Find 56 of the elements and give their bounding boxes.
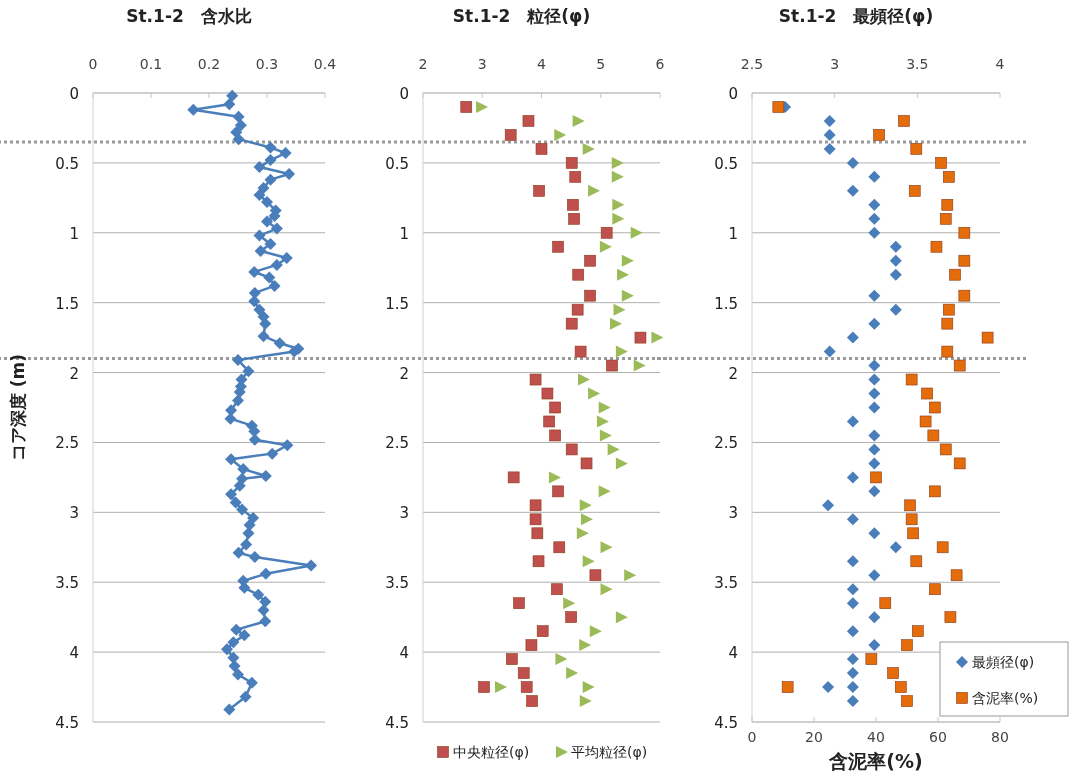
y-tick-label: 1 [399,224,409,243]
y-tick-label: 2.5 [385,434,409,453]
y-tick-label: 0 [399,85,409,103]
x-tick-label: 0 [88,56,98,72]
x-tick-label: 80 [991,729,1009,745]
legend-label: 中央粒径(φ) [453,744,530,760]
y-tick-label: 2.5 [55,434,79,453]
y-tick-label: 3 [399,504,409,523]
x-tick-label: 60 [929,729,947,745]
x-tick-label: 5 [596,56,606,72]
chart-title: St.1-2 最頻径(φ) [778,6,934,26]
y-tick-label: 2 [69,364,79,383]
y-tick-label: 2.5 [714,434,738,453]
y-tick-label: 1 [728,224,738,243]
y-tick-label: 1.5 [385,294,409,313]
y-tick-label: 4 [728,644,738,663]
chart-title: St.1-2 粒径(φ) [452,6,591,26]
x2-tick-label: 2.5 [740,56,764,72]
legend-label: 含泥率(%) [972,690,1039,706]
y-tick-label: 4 [69,644,79,663]
y-tick-label: 1.5 [714,294,738,313]
chart-title: St.1-2 含水比 [126,6,252,26]
y-tick-label: 4.5 [55,714,79,732]
y-tick-label: 2 [728,364,738,383]
y-tick-label: 3.5 [55,574,79,593]
y-tick-label: 1 [69,224,79,243]
x-tick-label: 0.1 [139,56,163,72]
x-tick-label: 6 [655,56,665,72]
x2-tick-label: 3.5 [906,56,929,72]
x-tick-label: 0.3 [255,56,279,72]
x-tick-label: 0.4 [313,56,337,72]
y-tick-label: 0 [728,85,738,103]
x-tick-label: 40 [867,729,885,745]
legend-label: 最頻径(φ) [972,654,1035,670]
y-tick-label: 4.5 [385,714,409,732]
y-tick-label: 0.5 [55,154,79,173]
y-tick-label: 0.5 [385,154,409,173]
y-tick-label: 0 [69,85,79,103]
x-tick-label: 0 [747,729,757,745]
y-tick-label: 3.5 [714,574,738,593]
y-tick-label: 4 [399,644,409,663]
y-tick-label: 1.5 [55,294,79,313]
x-tick-label: 4 [537,56,547,72]
x-tick-label: 0.2 [197,56,221,72]
y-axis-title: コア深度 (m) [8,353,28,462]
x-tick-label: 20 [805,729,823,745]
y-tick-label: 2 [399,364,409,383]
y-tick-label: 3 [728,504,738,523]
x-tick-label: 3 [477,56,487,72]
x-axis-title: 含泥率(%) [828,750,923,772]
x-tick-label: 2 [418,56,428,72]
y-tick-label: 3 [69,504,79,523]
y-tick-label: 4.5 [714,714,738,732]
y-tick-label: 0.5 [714,154,738,173]
legend-label: 平均粒径(φ) [571,744,648,760]
y-tick-label: 3.5 [385,574,409,593]
